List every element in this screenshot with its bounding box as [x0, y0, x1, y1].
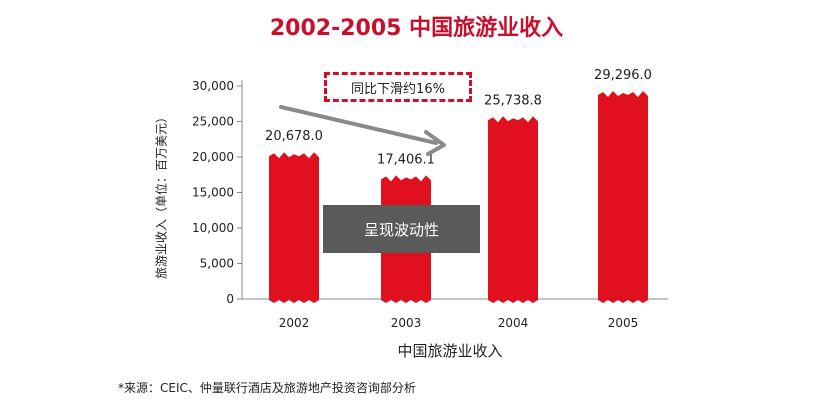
chart-title: 2002-2005 中国旅游业收入 [269, 16, 564, 41]
value-label-2002: 20,678.0 [265, 129, 323, 144]
decline-callout: 同比下滑约16% [324, 72, 472, 102]
decline-callout-text: 同比下滑约16% [351, 81, 445, 97]
bar-2005 [598, 91, 648, 303]
bar-2004 [488, 116, 538, 303]
y-tick-label: 10,000 [192, 221, 234, 235]
y-tick-label: 5,000 [200, 257, 234, 271]
x-tick-label-2005: 2005 [608, 316, 639, 330]
y-tick-label: 0 [226, 292, 234, 306]
bar-2002 [269, 152, 319, 303]
y-tick-label: 20,000 [192, 150, 234, 164]
volatility-note-text: 呈现波动性 [363, 220, 439, 239]
value-label-2005: 29,296.0 [594, 68, 652, 83]
value-label-2004: 25,738.8 [484, 93, 542, 108]
x-tick-label-2004: 2004 [498, 316, 529, 330]
y-axis-title-text: 旅游业收入（单位：百万美元） [154, 110, 169, 280]
y-tick-label: 30,000 [192, 79, 234, 93]
value-label-2003: 17,406.1 [377, 152, 435, 167]
volatility-note: 呈现波动性 [323, 205, 480, 253]
decline-arrow-head [424, 130, 446, 156]
decline-arrow-shaft [279, 105, 438, 145]
x-tick-label-2002: 2002 [279, 316, 310, 330]
x-tick-label-2003: 2003 [391, 316, 422, 330]
x-axis-title: 中国旅游业收入 [397, 342, 503, 360]
source-note: *来源：CEIC、仲量联行酒店及旅游地产投资咨询部分析 [118, 381, 416, 395]
y-tick-label: 25,000 [192, 115, 234, 129]
y-tick-label: 15,000 [192, 186, 234, 200]
